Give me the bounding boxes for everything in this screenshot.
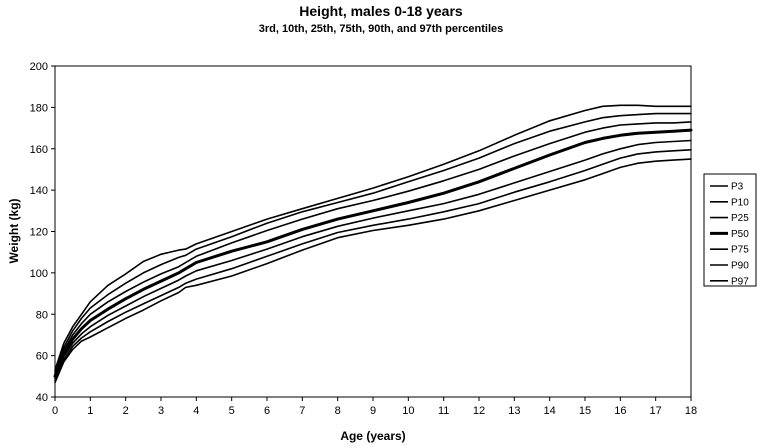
y-axis-ticks: 40 60 80 100 120 140 160 180 200 — [30, 61, 55, 404]
x-tick-label: 1 — [87, 405, 93, 417]
x-tick-label: 0 — [52, 405, 58, 417]
x-tick-label: 5 — [229, 405, 235, 417]
series-line-p50 — [53, 128, 693, 378]
legend-label-p10: P10 — [731, 197, 749, 208]
y-tick-label: 60 — [36, 351, 48, 363]
x-tick-label: 10 — [402, 405, 414, 417]
y-tick-label: 40 — [36, 392, 48, 404]
chart-subtitle: 3rd, 10th, 25th, 75th, 90th, and 97th pe… — [259, 23, 504, 35]
series-line-p10 — [54, 149, 692, 382]
y-tick-label: 180 — [30, 102, 48, 114]
x-tick-label: 6 — [264, 405, 270, 417]
legend-label-p75: P75 — [731, 245, 749, 256]
series-lines — [53, 104, 693, 384]
y-tick-label: 100 — [30, 268, 48, 280]
legend-label-p97: P97 — [731, 276, 749, 287]
x-tick-label: 11 — [438, 405, 449, 417]
x-axis-label: Age (years) — [340, 429, 405, 443]
x-tick-label: 2 — [123, 405, 129, 417]
x-tick-label: 16 — [614, 405, 626, 417]
legend-label-p50: P50 — [731, 229, 749, 240]
x-tick-label: 13 — [508, 405, 520, 417]
x-tick-label: 12 — [473, 405, 485, 417]
legend-items: P3 P10 P25 P50 P75 P90 P97 — [710, 182, 749, 287]
y-tick-label: 140 — [30, 185, 48, 197]
x-tick-label: 14 — [544, 405, 556, 417]
x-tick-label: 17 — [650, 405, 662, 417]
y-axis-label: Weight (kg) — [7, 198, 21, 263]
x-tick-label: 7 — [299, 405, 305, 417]
series-line-p3 — [54, 158, 692, 384]
x-tick-label: 3 — [158, 405, 164, 417]
legend-label-p25: P25 — [731, 213, 749, 224]
y-tick-label: 80 — [36, 309, 48, 321]
y-tick-label: 160 — [30, 144, 48, 156]
series-line-p90 — [54, 112, 692, 374]
series-line-p97 — [54, 104, 692, 371]
chart-title: Height, males 0-18 years — [299, 3, 463, 19]
x-tick-label: 4 — [193, 405, 199, 417]
series-line-p25 — [54, 139, 692, 380]
legend-label-p3: P3 — [731, 182, 744, 193]
y-tick-label: 200 — [30, 61, 48, 73]
x-tick-label: 9 — [370, 405, 376, 417]
x-tick-label: 15 — [579, 405, 591, 417]
legend-box — [703, 173, 757, 287]
x-axis-ticks: 0 1 2 3 4 5 6 7 8 9 10 11 12 13 14 15 16 17 18 — [52, 397, 697, 417]
legend-label-p90: P90 — [731, 261, 749, 272]
plot-area — [54, 65, 692, 398]
legend: P3 P10 P25 P50 P75 P90 P97 — [703, 173, 757, 287]
y-tick-label: 120 — [30, 227, 48, 239]
series-line-p75 — [54, 121, 692, 376]
x-tick-label: 18 — [685, 405, 697, 417]
x-tick-label: 8 — [335, 405, 341, 417]
